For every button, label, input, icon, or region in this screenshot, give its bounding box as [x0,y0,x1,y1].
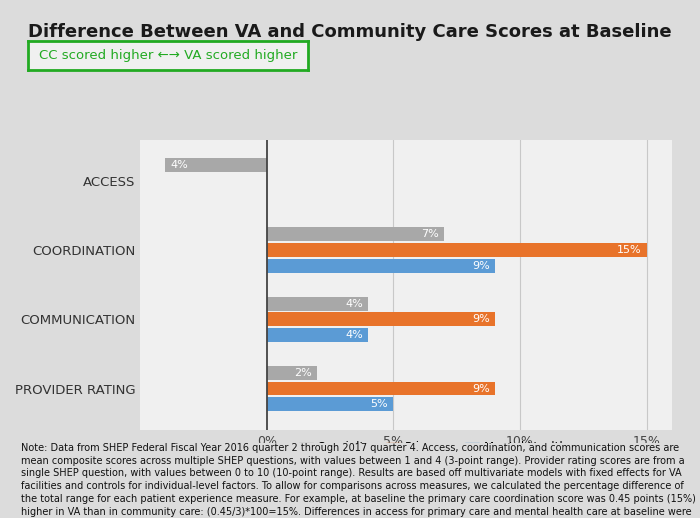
Bar [267,382,495,395]
Bar [267,312,495,326]
Bar [165,159,267,172]
Legend: Specialty, Primary, Mental Health: Specialty, Primary, Mental Health [294,436,571,459]
Bar [267,260,495,273]
Text: 4%: 4% [345,298,363,309]
Bar [267,328,368,342]
Bar [267,297,368,310]
Text: Difference Between VA and Community Care Scores at Baseline: Difference Between VA and Community Care… [28,23,672,41]
Bar [267,227,444,241]
Bar [267,243,647,257]
Text: 15%: 15% [617,246,642,255]
Text: 9%: 9% [472,383,489,394]
Bar [267,397,393,411]
Text: 9%: 9% [472,261,489,271]
Bar [267,366,317,380]
Text: Note: Data from SHEP Federal Fiscal Year 2016 quarter 2 through 2017 quarter 4. : Note: Data from SHEP Federal Fiscal Year… [21,443,696,518]
Text: 2%: 2% [295,368,312,378]
Text: 5%: 5% [370,399,388,409]
Text: 4%: 4% [345,330,363,340]
Text: 9%: 9% [472,314,489,324]
Text: 4%: 4% [170,161,188,170]
Text: 7%: 7% [421,229,439,239]
Text: CC scored higher ←→ VA scored higher: CC scored higher ←→ VA scored higher [38,49,298,62]
